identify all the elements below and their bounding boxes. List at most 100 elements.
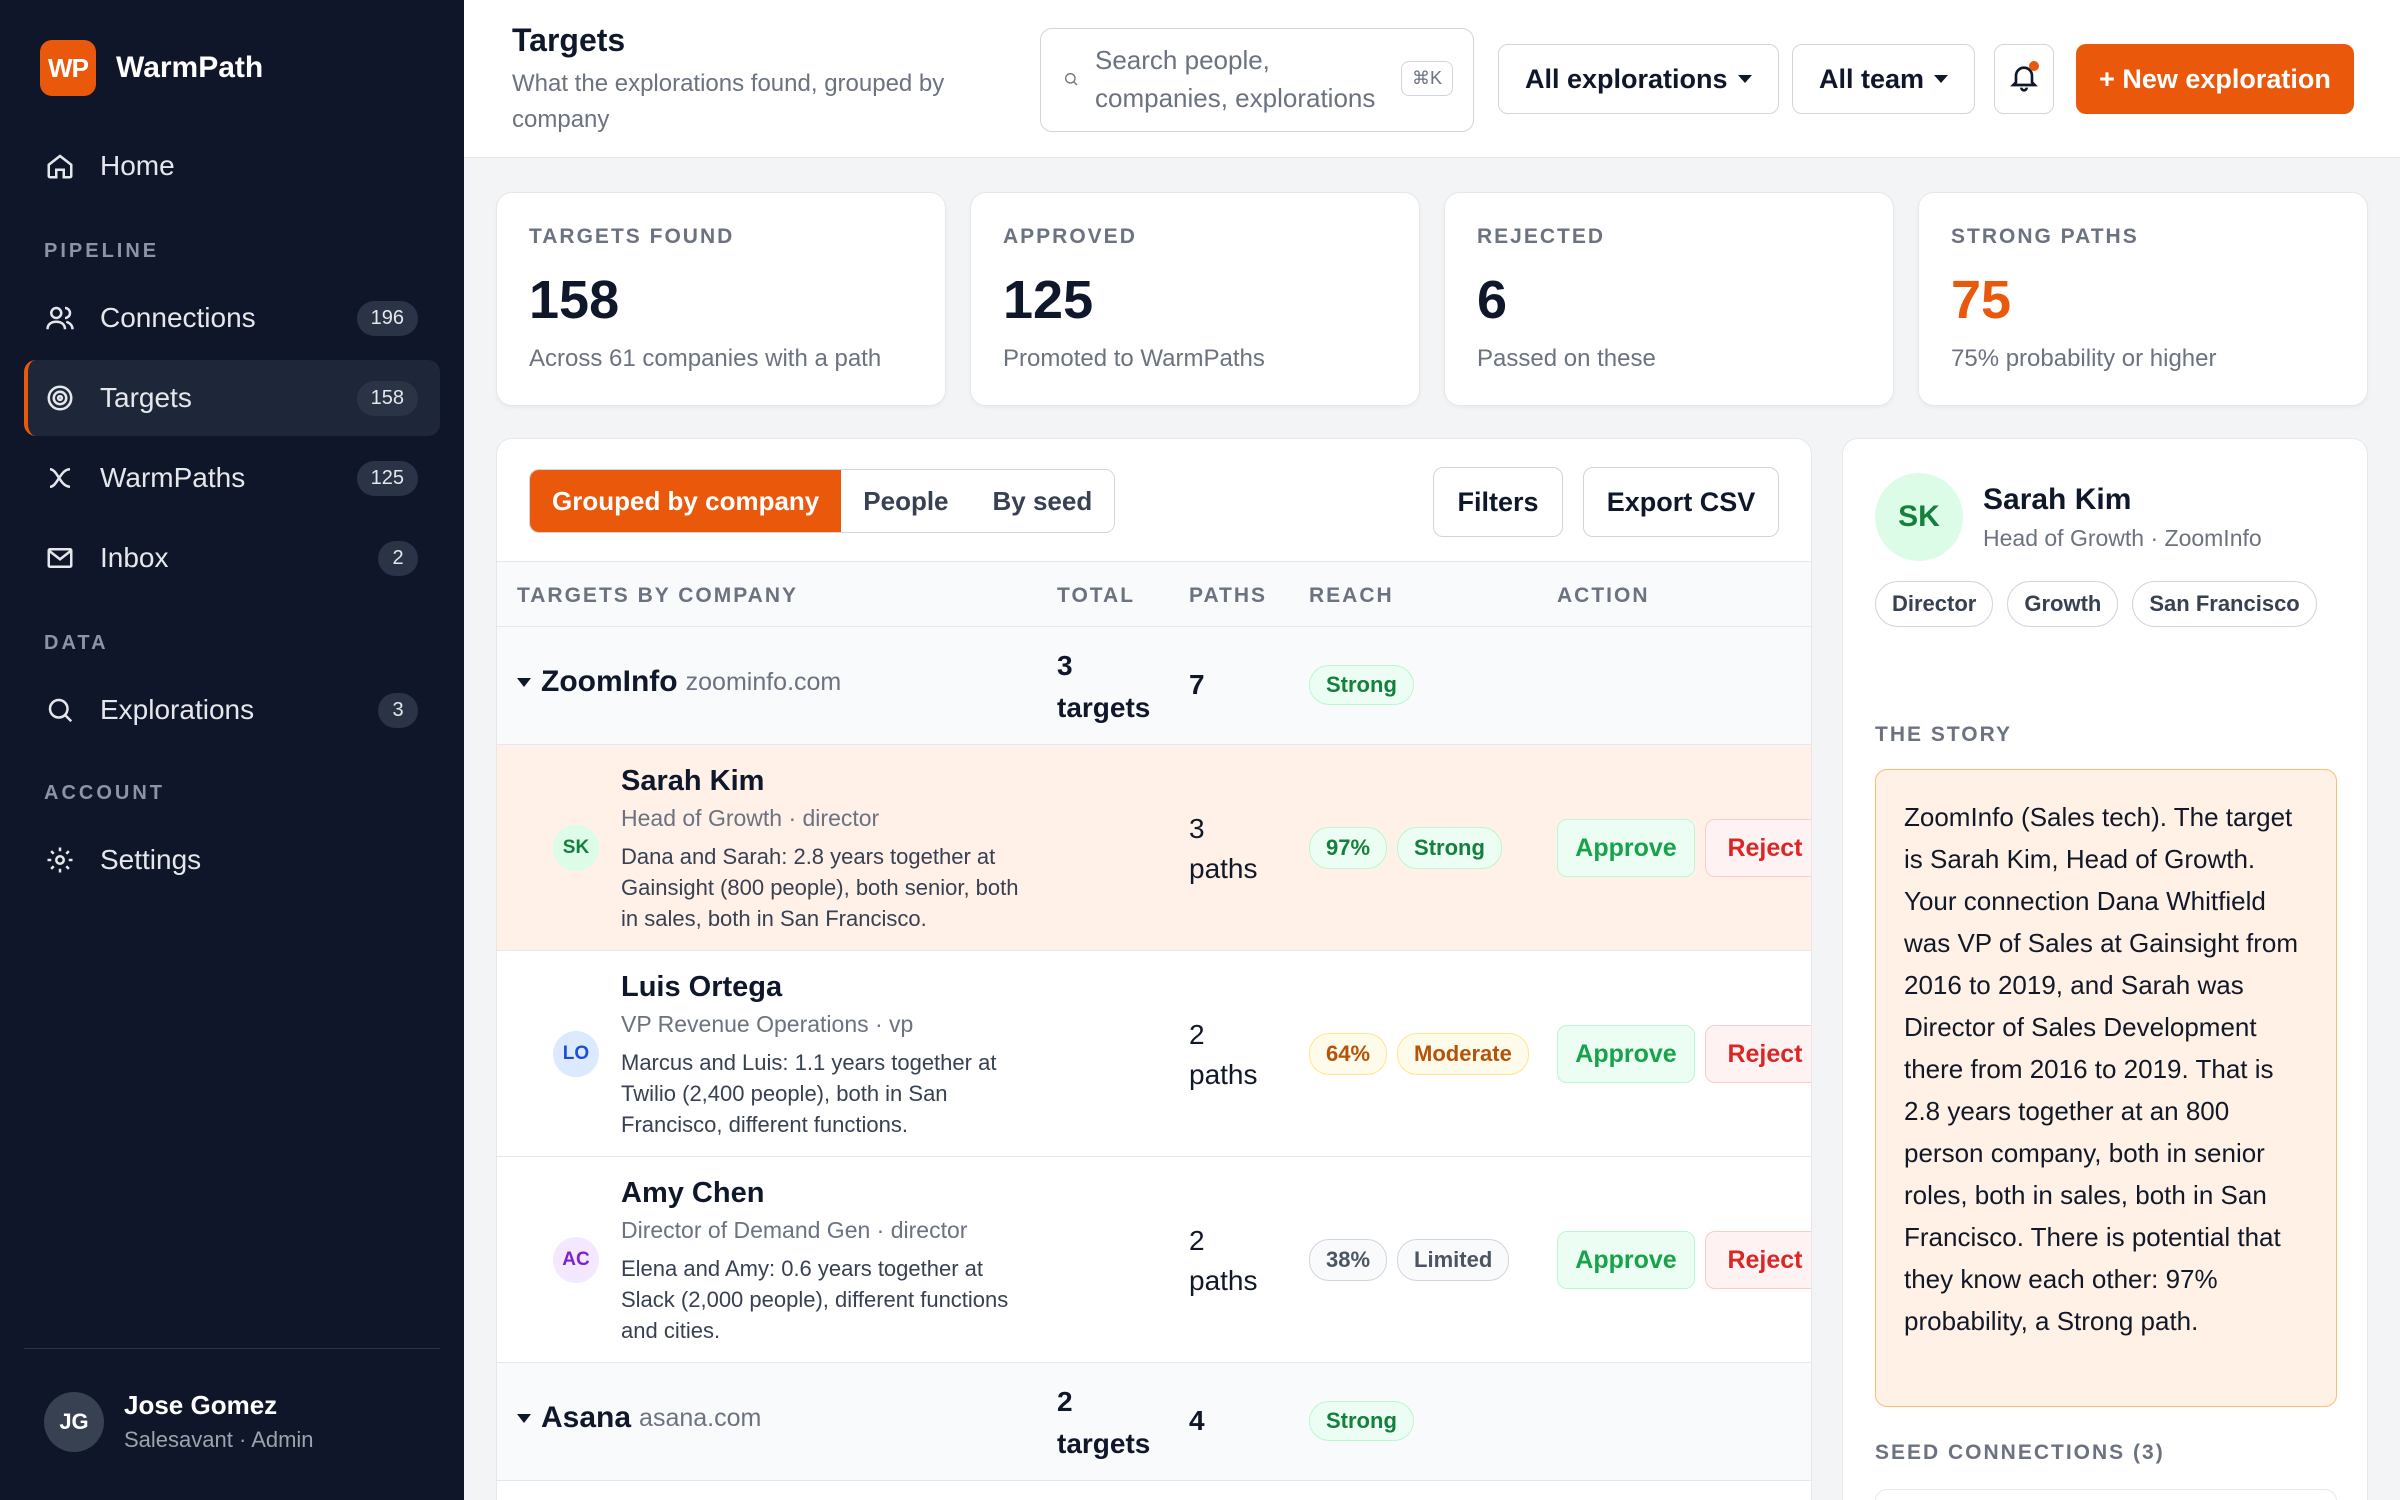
- sidebar-item-targets[interactable]: Targets 158: [24, 360, 440, 436]
- tag-chip[interactable]: Director: [1875, 581, 1994, 627]
- stat-label: STRONG PATHS: [1951, 225, 2139, 248]
- gear-icon: [44, 844, 76, 876]
- sidebar-item-home[interactable]: Home: [24, 128, 440, 204]
- chevron-down-icon: [1934, 75, 1949, 83]
- reach-badge: Moderate: [1397, 1033, 1529, 1075]
- person-paths: 3 paths: [1189, 813, 1258, 884]
- avatar: LO: [553, 1031, 599, 1077]
- nav-section-pipeline: PIPELINE: [44, 240, 160, 262]
- seed-connection-card[interactable]: [1875, 1489, 2337, 1500]
- users-icon: [44, 302, 76, 334]
- reach-badge: Strong: [1309, 665, 1414, 705]
- divider: [24, 1348, 440, 1349]
- mail-icon: [44, 542, 76, 574]
- approve-button[interactable]: Approve: [1557, 819, 1695, 877]
- page-title: Targets: [512, 22, 626, 58]
- story-heading: THE STORY: [1875, 723, 2013, 746]
- company-domain: zoominfo.com: [685, 667, 842, 696]
- tag-chip[interactable]: Growth: [2007, 581, 2119, 627]
- company-domain: asana.com: [639, 1403, 762, 1432]
- chevron-down-icon: [1737, 75, 1752, 83]
- user-profile[interactable]: JG Jose Gomez Salesavant · Admin: [44, 1390, 314, 1453]
- nav-section-account: ACCOUNT: [44, 782, 165, 804]
- group-paths: 7: [1189, 669, 1205, 700]
- story-text: ZoomInfo (Sales tech). The target is Sar…: [1875, 769, 2337, 1407]
- table-row[interactable]: SK Sarah Kim Head of Growth · director D…: [497, 745, 1811, 951]
- stat-value: 75: [1951, 270, 2012, 330]
- group-total: 2 targets: [1057, 1386, 1151, 1459]
- tag-list: Director Growth San Francisco: [1875, 581, 2345, 627]
- person-story: Elena and Amy: 0.6 years together at Sla…: [621, 1256, 1009, 1343]
- sidebar-item-label: Inbox: [100, 542, 169, 573]
- count-badge: 196: [356, 300, 418, 336]
- reject-button[interactable]: Reject: [1705, 1025, 1811, 1083]
- probability-badge: 64%: [1309, 1033, 1388, 1075]
- nav-section-data: DATA: [44, 632, 109, 654]
- page-subtitle: What the explorations found, grouped by …: [512, 70, 945, 133]
- user-name: Jose Gomez: [124, 1390, 278, 1420]
- stat-card-targets-found: TARGETS FOUND 158 Across 61 companies wi…: [496, 192, 946, 406]
- page-header: Targets What the explorations found, gro…: [464, 0, 2400, 158]
- person-name[interactable]: Luis Ortega: [621, 971, 783, 1003]
- search-box[interactable]: ⌘K: [1040, 28, 1474, 132]
- tab-by-seed[interactable]: By seed: [970, 470, 1115, 532]
- home-icon: [44, 150, 76, 182]
- caret-down-icon[interactable]: [517, 1413, 531, 1423]
- company-name: ZoomInfo: [541, 665, 678, 698]
- reject-button[interactable]: Reject: [1705, 1231, 1811, 1289]
- export-csv-button[interactable]: Export CSV: [1583, 467, 1779, 537]
- person-name[interactable]: Amy Chen: [621, 1177, 765, 1209]
- tag-chip[interactable]: San Francisco: [2132, 581, 2317, 627]
- tab-people[interactable]: People: [841, 470, 971, 532]
- sidebar-item-label: Connections: [100, 302, 256, 333]
- sidebar-item-warmpaths[interactable]: WarmPaths 125: [24, 440, 440, 516]
- path-icon: [44, 462, 76, 494]
- reject-button[interactable]: Reject: [1705, 819, 1811, 877]
- sidebar-item-explorations[interactable]: Explorations 3: [24, 672, 440, 748]
- column-header: TARGETS BY COMPANY: [517, 584, 799, 607]
- bell-icon: [2008, 61, 2040, 98]
- company-name: Asana: [541, 1401, 632, 1434]
- company-group-row[interactable]: ZoomInfo zoominfo.com 3 targets 7 Strong: [497, 627, 1811, 745]
- group-paths: 4: [1189, 1405, 1205, 1436]
- stat-label: REJECTED: [1477, 225, 1606, 248]
- detail-name: Sarah Kim: [1983, 483, 2132, 516]
- stat-sub: 75% probability or higher: [1951, 345, 2217, 372]
- avatar: SK: [1875, 473, 1963, 561]
- explorations-filter-dropdown[interactable]: All explorations: [1498, 44, 1779, 114]
- dropdown-label: All explorations: [1525, 63, 1728, 94]
- group-total: 3 targets: [1057, 650, 1151, 723]
- filters-button[interactable]: Filters: [1433, 467, 1563, 537]
- user-role: Salesavant · Admin: [124, 1427, 314, 1452]
- column-header: PATHS: [1189, 584, 1268, 607]
- new-exploration-button[interactable]: + New exploration: [2076, 44, 2354, 114]
- brand-name: WarmPath: [116, 51, 264, 84]
- approve-button[interactable]: Approve: [1557, 1231, 1695, 1289]
- brand[interactable]: WP WarmPath: [40, 40, 263, 96]
- stat-value: 6: [1477, 270, 1508, 330]
- table-row[interactable]: LO Luis Ortega VP Revenue Operations · v…: [497, 951, 1811, 1157]
- target-icon: [44, 382, 76, 414]
- caret-down-icon[interactable]: [517, 677, 531, 687]
- tab-grouped-by-company[interactable]: Grouped by company: [530, 470, 842, 532]
- probability-badge: 97%: [1309, 827, 1388, 869]
- approve-button[interactable]: Approve: [1557, 1025, 1695, 1083]
- column-header: TOTAL: [1057, 584, 1136, 607]
- sidebar-item-settings[interactable]: Settings: [24, 822, 440, 898]
- stat-sub: Passed on these: [1477, 345, 1656, 372]
- person-name[interactable]: Sarah Kim: [621, 765, 765, 797]
- seed-connections-heading: SEED CONNECTIONS (3): [1875, 1441, 2165, 1464]
- search-icon: [44, 694, 76, 726]
- sidebar-item-connections[interactable]: Connections 196: [24, 280, 440, 356]
- dropdown-label: All team: [1819, 63, 1925, 94]
- sidebar-item-label: WarmPaths: [100, 462, 246, 493]
- sidebar-item-inbox[interactable]: Inbox 2: [24, 520, 440, 596]
- notifications-button[interactable]: [1994, 44, 2054, 114]
- targets-table-panel: Grouped by company People By seed Filter…: [496, 438, 1812, 1500]
- company-group-row[interactable]: Asana asana.com 2 targets 4 Strong: [497, 1363, 1811, 1481]
- search-input[interactable]: [1095, 41, 1395, 121]
- team-filter-dropdown[interactable]: All team: [1792, 44, 1976, 114]
- table-row[interactable]: AC Amy Chen Director of Demand Gen · dir…: [497, 1157, 1811, 1363]
- stat-card-strong-paths: STRONG PATHS 75 75% probability or highe…: [1918, 192, 2368, 406]
- sidebar-item-label: Settings: [100, 844, 202, 875]
